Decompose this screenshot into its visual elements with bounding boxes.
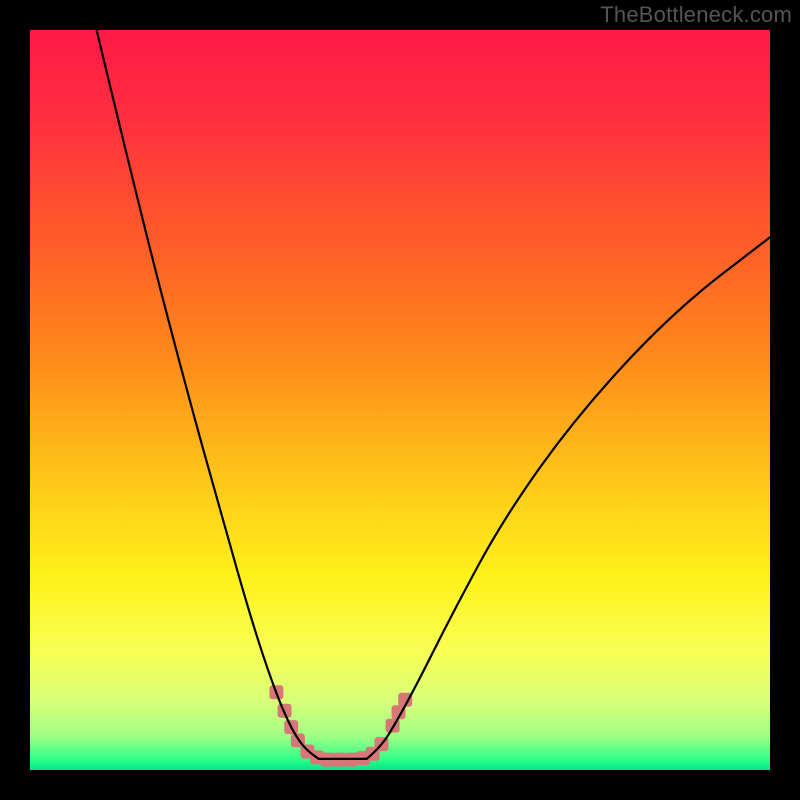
watermark-text: TheBottleneck.com (600, 2, 792, 28)
chart-container: { "watermark": { "text": "TheBottleneck.… (0, 0, 800, 800)
bottleneck-chart (0, 0, 800, 800)
gradient-background (30, 30, 770, 770)
